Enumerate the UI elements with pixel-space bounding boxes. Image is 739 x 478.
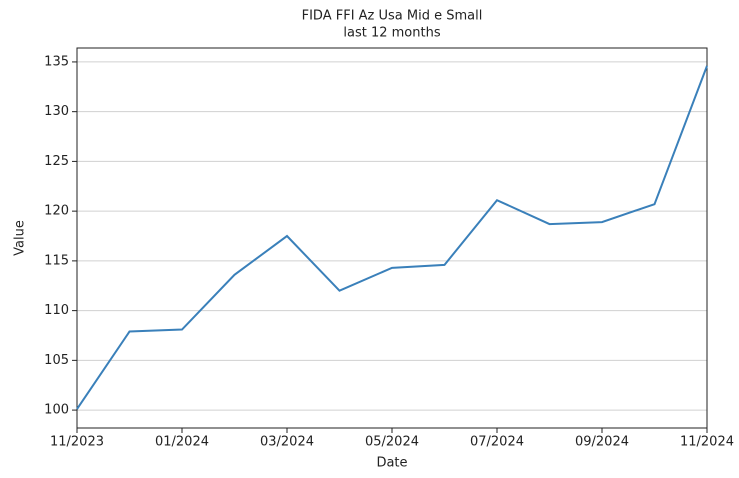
y-tick-label: 120 [44,204,69,219]
y-tick-label: 110 [44,303,69,318]
x-tick-label: 09/2024 [575,435,629,450]
plot-frame [76,47,708,429]
y-tick-label: 135 [44,54,69,69]
x-axis-label: Date [376,456,407,471]
y-tick-label: 130 [44,104,69,119]
x-tick-label: 11/2024 [680,435,734,450]
x-tick-label: 11/2023 [50,435,104,450]
y-axis-label: Value [13,220,28,256]
data-line [76,65,708,410]
x-tick-label: 03/2024 [260,435,314,450]
y-tick-label: 115 [44,253,69,268]
y-tick-label: 100 [44,403,69,418]
y-tick-label: 105 [44,353,69,368]
chart-subtitle: last 12 months [343,26,440,41]
y-tick-label: 125 [44,154,69,169]
x-tick-label: 05/2024 [365,435,419,450]
chart-title: FIDA FFI Az Usa Mid e Small [302,9,483,24]
x-tick-label: 07/2024 [470,435,524,450]
x-tick-label: 01/2024 [155,435,209,450]
